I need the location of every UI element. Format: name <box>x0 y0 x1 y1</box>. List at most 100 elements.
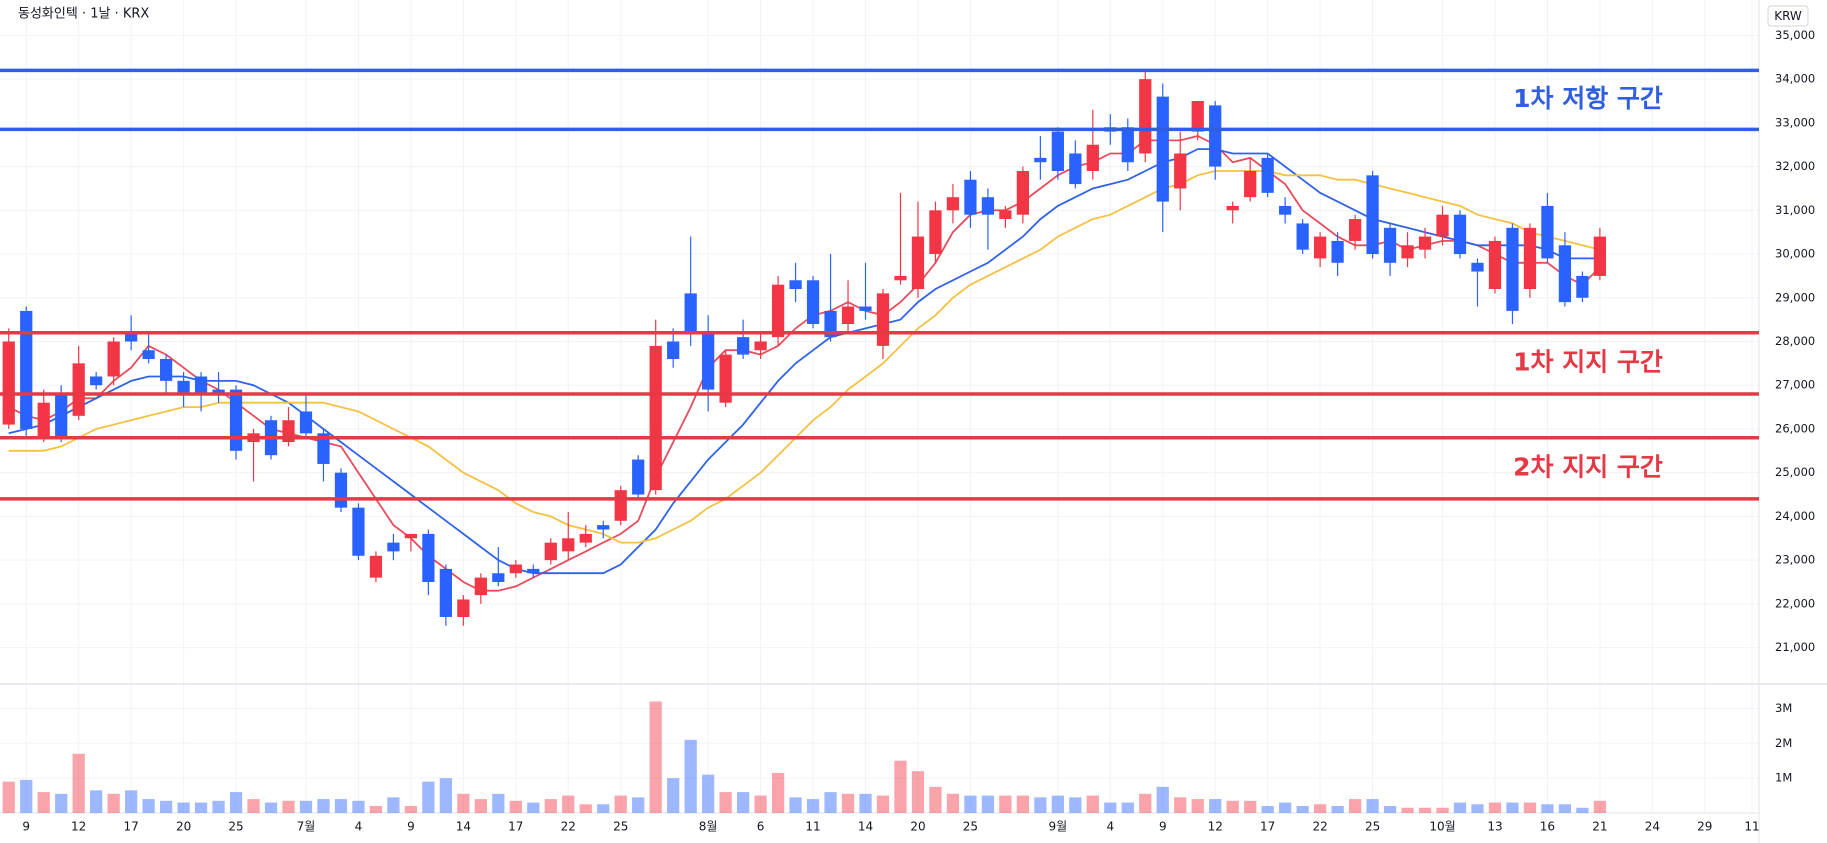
candle-body <box>1558 245 1572 303</box>
volume-bar <box>1488 802 1502 813</box>
candle-body <box>632 459 645 495</box>
volume-bar <box>946 793 960 813</box>
volume-bar <box>876 795 890 813</box>
x-tick-label: 25 <box>613 820 628 834</box>
volume-bar <box>1279 802 1292 813</box>
volume-bar <box>264 802 278 813</box>
volume-bar <box>1069 797 1082 813</box>
volume-bar <box>107 793 120 813</box>
candle-body <box>1174 153 1187 189</box>
volume-bar <box>667 778 680 813</box>
candle-body <box>1348 219 1362 241</box>
volume-bar <box>90 790 103 813</box>
candle-body <box>946 197 960 211</box>
x-tick-label: 10월 <box>1429 820 1455 834</box>
volume-bar <box>387 797 400 813</box>
volume-bar <box>597 804 610 813</box>
volume-bar <box>719 792 732 813</box>
volume-bar <box>1401 807 1414 813</box>
volume-bar <box>894 760 907 813</box>
candle-body <box>334 472 348 508</box>
annotation: 2차 지지 구간 <box>1513 452 1663 481</box>
y-tick-label: 24,000 <box>1775 509 1815 523</box>
volume-bar <box>177 802 190 813</box>
candle-body <box>667 341 680 359</box>
candle-body <box>806 280 820 325</box>
candle-body <box>125 332 138 342</box>
volume-bar <box>1121 802 1134 813</box>
candle-body <box>439 568 452 617</box>
x-tick-label: 14 <box>858 820 873 834</box>
candle-body <box>736 337 750 355</box>
volume-bar <box>911 771 925 813</box>
x-tick-label: 12 <box>1208 820 1223 834</box>
plot <box>0 68 1759 813</box>
candle-body <box>579 533 592 543</box>
y-tick-label: 21,000 <box>1775 640 1815 654</box>
volume-bar <box>212 800 225 813</box>
candle-body <box>1209 105 1222 167</box>
volume-bar <box>352 800 365 813</box>
candle-body <box>1576 275 1589 298</box>
volume-bar <box>317 799 330 813</box>
volume-bar <box>544 799 557 813</box>
candle-body <box>1016 170 1029 215</box>
volume-bar <box>1034 797 1047 813</box>
volume-bar <box>859 793 872 813</box>
volume-bar <box>1174 797 1187 813</box>
volume-bar <box>2 781 15 813</box>
candle-body <box>702 332 715 390</box>
candle-body <box>2 341 15 425</box>
candle-body <box>212 389 225 394</box>
x-tick-label: 11 <box>1744 820 1759 834</box>
x-tick-label: 21 <box>1592 820 1607 834</box>
candle-body <box>90 376 103 386</box>
candle-body <box>159 358 173 381</box>
candle-body <box>1593 236 1607 276</box>
candle-body <box>1296 223 1309 250</box>
y-tick-label: 25,000 <box>1775 465 1815 479</box>
candle-body <box>457 599 470 617</box>
candle-body <box>509 564 522 574</box>
volume-bar <box>1244 800 1257 813</box>
x-tick-label: 17 <box>508 820 523 834</box>
y-tick-label: 29,000 <box>1775 290 1815 304</box>
candle-body <box>1453 214 1467 255</box>
candle-body <box>1051 131 1064 171</box>
volume-bar <box>1523 802 1537 813</box>
candle-body <box>544 542 557 561</box>
volume-bar <box>474 799 487 813</box>
y-tick-label: 31,000 <box>1775 203 1815 217</box>
volume-bar <box>509 800 522 813</box>
volume-bar <box>439 778 452 813</box>
y-tick-label: 35,000 <box>1775 28 1815 42</box>
candle-body <box>894 275 907 281</box>
x-tick-label: 25 <box>963 820 978 834</box>
volume-bar <box>1453 802 1467 813</box>
volume-bar <box>159 800 173 813</box>
candle-body <box>1523 227 1537 290</box>
x-tick-label: 29 <box>1697 820 1712 834</box>
volume-bar <box>1209 799 1222 813</box>
x-tick-label: 12 <box>71 820 86 834</box>
candle-body <box>859 306 872 311</box>
candle-body <box>369 555 383 578</box>
candle-body <box>1314 236 1327 259</box>
volume-bar <box>1471 804 1484 813</box>
y-tick-label: 22,000 <box>1775 596 1815 610</box>
volume-bar <box>1226 800 1239 813</box>
volume-bar <box>1139 793 1152 813</box>
x-tick-label: 8월 <box>699 820 718 834</box>
candle-body <box>387 542 400 552</box>
candle-body <box>1156 96 1169 202</box>
moving-average-line <box>8 170 1601 544</box>
candle-body <box>911 236 925 290</box>
candle-body <box>614 490 627 521</box>
candle-body <box>824 310 837 338</box>
volume-bar <box>72 753 85 813</box>
x-tick-label: 14 <box>456 820 471 834</box>
y-tick-label: 27,000 <box>1775 378 1815 392</box>
chart-title: 동성화인텍 · 1날 · KRX <box>18 7 149 22</box>
x-tick-label: 22 <box>561 820 576 834</box>
candle-body <box>1069 153 1082 185</box>
